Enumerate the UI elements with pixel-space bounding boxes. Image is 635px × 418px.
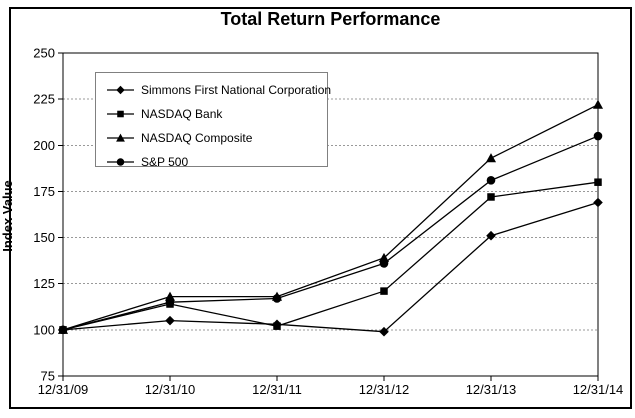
series-line-triangle <box>62 104 599 331</box>
legend-item: S&P 500 <box>107 150 327 174</box>
legend-item: Simmons First National Corporation <box>107 78 331 102</box>
x-axis-tick-label: 12/31/11 <box>252 382 302 397</box>
y-axis-tick-label: 250 <box>33 46 55 61</box>
square-marker-icon <box>380 287 388 295</box>
legend-item-label: NASDAQ Composite <box>141 131 253 145</box>
x-axis-tick-label: 12/31/14 <box>573 382 624 397</box>
legend-item-label: NASDAQ Bank <box>141 107 223 121</box>
x-axis-tick-label: 12/31/09 <box>38 382 89 397</box>
circle-marker-icon <box>165 297 175 307</box>
legend-item-label: S&P 500 <box>141 155 189 169</box>
circle-marker-icon <box>379 259 389 268</box>
square-marker-icon <box>487 193 495 201</box>
legend: Simmons First National Corporation NASDAQ… <box>95 72 331 169</box>
series-line-diamond <box>62 201 599 333</box>
legend-sample <box>107 85 134 95</box>
y-axis-tick-label: 175 <box>33 184 55 199</box>
legend-sample <box>107 110 134 118</box>
legend-item: NASDAQ Composite <box>107 126 327 150</box>
circle-marker-icon <box>58 325 68 335</box>
chart-title: Total Return Performance <box>220 9 441 29</box>
x-axis-tick-label: 12/31/10 <box>145 382 196 397</box>
triangle-marker-icon <box>485 153 497 163</box>
diamond-marker-icon <box>486 230 496 241</box>
diamond-marker-icon <box>593 197 603 208</box>
x-axis-tick-label: 12/31/12 <box>359 382 410 397</box>
y-axis-tick-label: 200 <box>33 138 55 153</box>
y-axis-tick-label: 225 <box>33 92 55 107</box>
x-axis-tick-label: 12/31/13 <box>466 382 517 397</box>
circle-marker-icon <box>116 158 125 166</box>
circle-marker-icon <box>593 131 603 141</box>
legend-item-label: Simmons First National Corporation <box>141 83 332 97</box>
y-axis-tick-label: 75 <box>41 369 55 384</box>
series-line-square <box>62 181 599 331</box>
triangle-marker-icon <box>592 99 604 109</box>
y-axis-tick-label: 125 <box>33 276 55 291</box>
plot-border <box>62 52 599 377</box>
square-marker-icon <box>117 110 124 118</box>
series-line-circle <box>62 135 599 331</box>
legend-sample <box>107 133 134 142</box>
y-axis-tick-label: 100 <box>33 322 55 337</box>
triangle-marker-icon <box>164 291 176 301</box>
diamond-marker-icon <box>116 85 125 95</box>
diamond-marker-icon <box>165 315 175 326</box>
y-axis-tick-label: 150 <box>33 230 55 245</box>
square-marker-icon <box>273 322 281 330</box>
circle-marker-icon <box>486 176 496 185</box>
diamond-marker-icon <box>379 326 389 337</box>
triangle-marker-icon <box>116 133 125 142</box>
legend-item: NASDAQ Bank <box>107 102 327 126</box>
circle-marker-icon <box>272 294 282 303</box>
triangle-marker-icon <box>378 252 390 262</box>
legend-sample <box>107 158 134 166</box>
square-marker-icon <box>594 178 602 186</box>
